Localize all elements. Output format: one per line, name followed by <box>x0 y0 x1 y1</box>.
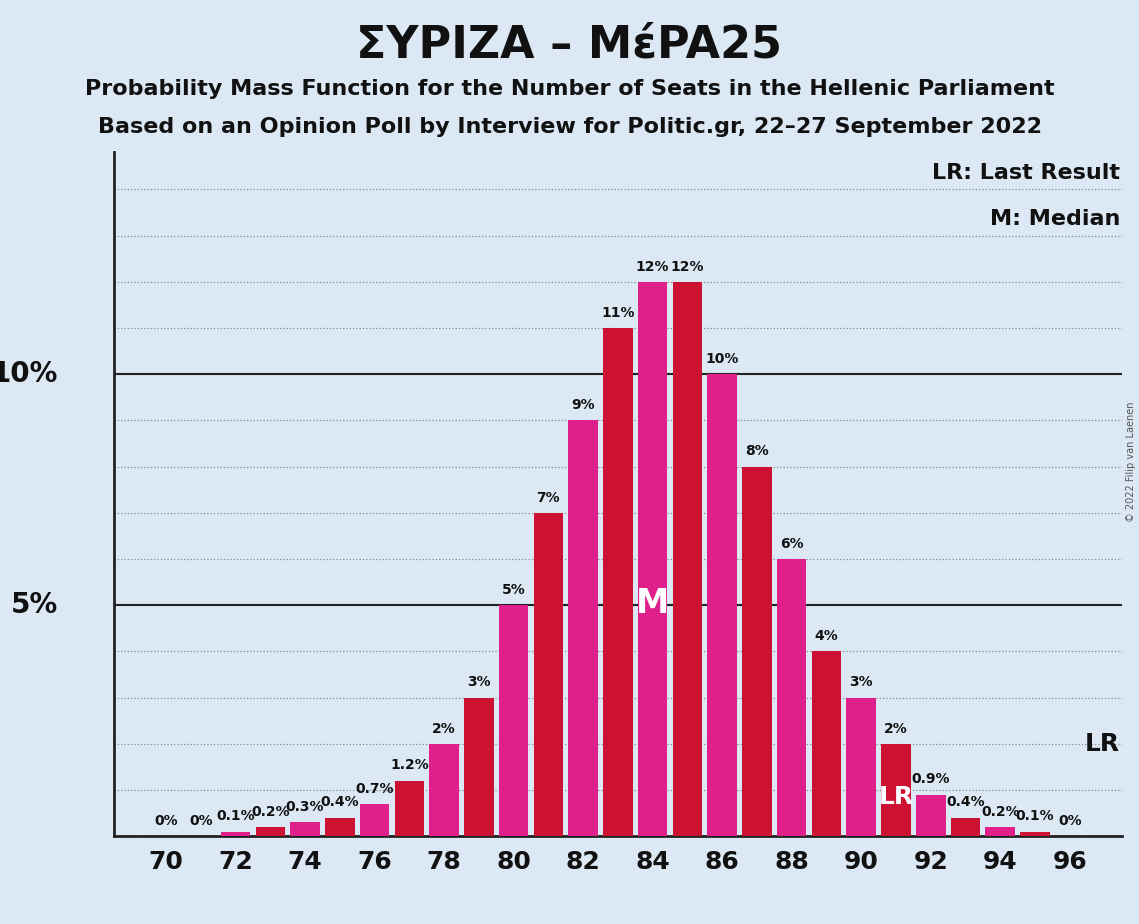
Bar <box>846 698 876 836</box>
Bar <box>499 605 528 836</box>
Bar <box>429 744 459 836</box>
Bar <box>743 467 772 836</box>
Bar <box>812 651 842 836</box>
Bar <box>673 282 703 836</box>
Text: 0.2%: 0.2% <box>981 805 1019 819</box>
Bar <box>464 698 493 836</box>
Bar <box>951 818 981 836</box>
Bar <box>568 420 598 836</box>
Text: 0.1%: 0.1% <box>1016 809 1055 823</box>
Text: 0.1%: 0.1% <box>216 809 255 823</box>
Text: 0.4%: 0.4% <box>320 796 359 809</box>
Text: 3%: 3% <box>467 675 491 689</box>
Text: 7%: 7% <box>536 491 560 505</box>
Bar <box>882 744 911 836</box>
Text: 0.2%: 0.2% <box>251 805 289 819</box>
Text: 0.4%: 0.4% <box>947 796 985 809</box>
Text: 0%: 0% <box>1058 814 1082 828</box>
Text: 3%: 3% <box>850 675 872 689</box>
Bar <box>325 818 354 836</box>
Text: 8%: 8% <box>745 444 769 458</box>
Text: 0%: 0% <box>154 814 178 828</box>
Bar <box>985 827 1015 836</box>
Text: Based on an Opinion Poll by Interview for Politic.gr, 22–27 September 2022: Based on an Opinion Poll by Interview fo… <box>98 117 1041 138</box>
Text: M: Median: M: Median <box>990 209 1120 228</box>
Bar <box>394 781 424 836</box>
Text: 12%: 12% <box>671 260 704 274</box>
Text: 0.9%: 0.9% <box>911 772 950 786</box>
Text: LR: Last Result: LR: Last Result <box>932 163 1120 183</box>
Bar <box>533 513 563 836</box>
Text: M: M <box>636 587 670 620</box>
Text: © 2022 Filip van Laenen: © 2022 Filip van Laenen <box>1126 402 1136 522</box>
Bar <box>221 832 251 836</box>
Bar <box>255 827 285 836</box>
Text: 4%: 4% <box>814 629 838 643</box>
Text: 2%: 2% <box>432 722 456 736</box>
Text: 6%: 6% <box>780 537 803 551</box>
Text: 2%: 2% <box>884 722 908 736</box>
Text: ΣΥΡΙΖΑ – ΜέPA25: ΣΥΡΙΖΑ – ΜέPA25 <box>357 23 782 67</box>
Text: 12%: 12% <box>636 260 670 274</box>
Text: 0.7%: 0.7% <box>355 782 394 796</box>
Bar <box>777 559 806 836</box>
Text: LR: LR <box>878 785 913 809</box>
Bar <box>638 282 667 836</box>
Text: 9%: 9% <box>572 398 595 412</box>
Text: 0.3%: 0.3% <box>286 800 325 814</box>
Text: 0%: 0% <box>189 814 213 828</box>
Bar <box>707 374 737 836</box>
Bar <box>290 822 320 836</box>
Text: Probability Mass Function for the Number of Seats in the Hellenic Parliament: Probability Mass Function for the Number… <box>84 79 1055 99</box>
Bar <box>360 804 390 836</box>
Text: 10%: 10% <box>705 352 739 366</box>
Text: LR: LR <box>1084 732 1120 756</box>
Text: 10%: 10% <box>0 360 58 388</box>
Text: 11%: 11% <box>601 306 634 320</box>
Bar <box>604 328 632 836</box>
Bar <box>1021 832 1050 836</box>
Text: 1.2%: 1.2% <box>390 759 428 772</box>
Text: 5%: 5% <box>11 591 58 619</box>
Bar <box>916 795 945 836</box>
Text: 5%: 5% <box>502 583 525 597</box>
